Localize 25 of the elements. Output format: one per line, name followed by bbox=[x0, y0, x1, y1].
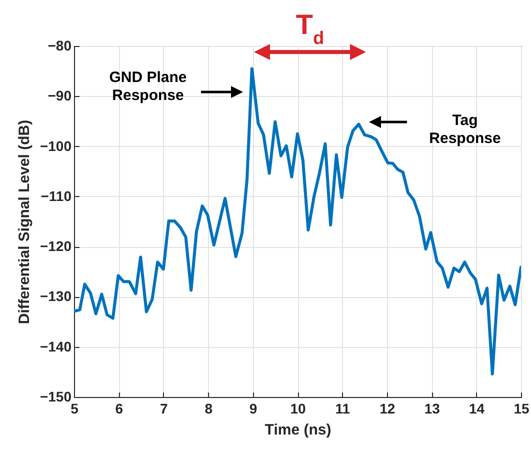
annotation: GND Plane Response bbox=[109, 69, 187, 104]
y-tick-label: −130 bbox=[40, 288, 72, 304]
annotation: Tag Response bbox=[429, 112, 501, 147]
y-tick-label: −80 bbox=[48, 38, 72, 54]
y-tick-label: −140 bbox=[40, 338, 72, 354]
x-tick-label: 11 bbox=[335, 400, 350, 416]
x-tick-label: 9 bbox=[249, 400, 258, 416]
y-axis-title: Differential Signal Level (dB) bbox=[16, 120, 33, 324]
x-tick-label: 12 bbox=[380, 400, 396, 416]
x-axis-title: Time (ns) bbox=[264, 422, 332, 438]
y-tick-label: −110 bbox=[40, 188, 72, 204]
x-tick-label: 7 bbox=[160, 400, 168, 416]
x-tick-label: 10 bbox=[290, 400, 306, 416]
y-tick-label: −90 bbox=[48, 88, 72, 104]
line-series bbox=[74, 67, 521, 376]
x-tick-label: 8 bbox=[204, 400, 213, 416]
x-tick-label: 6 bbox=[115, 400, 124, 416]
x-tick-label: 15 bbox=[514, 400, 530, 416]
x-tick-label: 5 bbox=[70, 400, 79, 416]
y-tick-label: −100 bbox=[40, 138, 72, 154]
x-tick-label: 14 bbox=[469, 400, 485, 416]
y-tick-label: −150 bbox=[40, 388, 72, 404]
x-tick-label: 13 bbox=[424, 400, 440, 416]
y-tick-label: −120 bbox=[40, 238, 72, 254]
annotation: T$_{d}$ bbox=[296, 9, 324, 48]
